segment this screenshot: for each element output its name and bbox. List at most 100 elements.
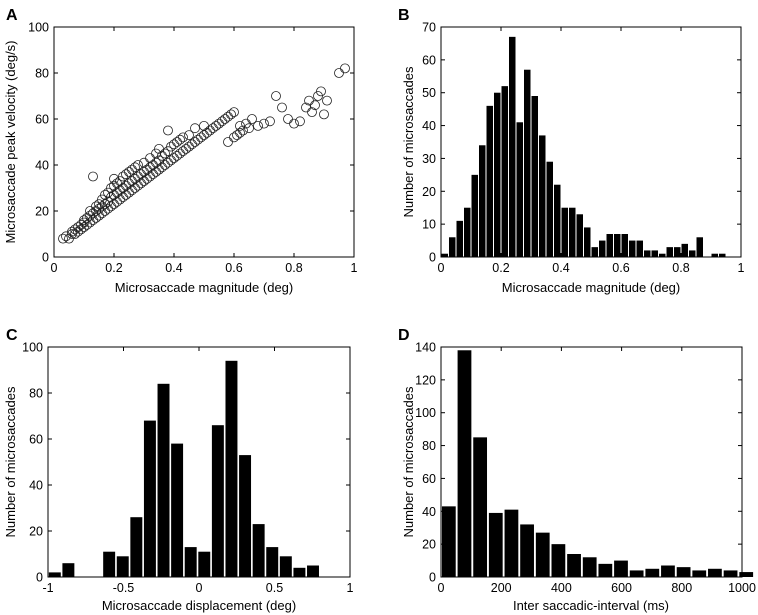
x-tick-label: -1 (42, 581, 53, 595)
x-tick-label: 0.2 (105, 261, 122, 275)
scatter-point (175, 148, 185, 159)
y-tick-label: 100 (415, 406, 436, 420)
y-tick-label: 0 (429, 571, 436, 585)
scatter-point (217, 116, 227, 127)
bar (143, 420, 156, 577)
scatter-point (88, 171, 98, 182)
panel-label-b: B (398, 7, 410, 24)
axes-frame-c (47, 346, 351, 578)
bar (456, 220, 463, 257)
scatter-point (175, 134, 185, 145)
bar (606, 234, 613, 257)
bar (567, 554, 581, 577)
scatter-point (163, 157, 173, 168)
panel-label-a: A (6, 7, 18, 24)
ylabel-d: Number of microsaccades (401, 386, 416, 537)
y-tick-label: 40 (35, 159, 49, 173)
bar (198, 551, 211, 577)
scatter-point (271, 91, 281, 101)
y-tick-label: 60 (422, 472, 436, 486)
bar (486, 105, 493, 257)
scatter-point (58, 233, 68, 244)
plot-marks-b (441, 36, 726, 258)
x-tick-label: 0.4 (552, 261, 569, 275)
scatter-point (283, 114, 293, 124)
scatter-point (208, 123, 218, 134)
bar (539, 135, 546, 257)
bar (614, 560, 628, 577)
panel-c: C -1 -0.5 0 0.5 1 0 20 40 60 80 100 Microsaccade d… (3, 327, 354, 613)
scatter-point (130, 162, 140, 173)
bar (509, 36, 516, 257)
bar (211, 425, 224, 577)
bar (279, 556, 292, 577)
y-tick-label: 40 (29, 479, 43, 493)
bar (520, 524, 534, 577)
x-tick-label: 1000 (728, 581, 756, 595)
scatter-point (166, 155, 176, 166)
x-tick-label: 1 (347, 581, 354, 595)
bar (531, 96, 538, 257)
scatter-point (133, 160, 143, 170)
x-tick-label: 800 (671, 581, 692, 595)
x-tick-label: 0.6 (225, 261, 242, 275)
bar (666, 247, 673, 257)
scatter-point (160, 160, 170, 170)
xlabel-c: Microsaccade displacement (deg) (102, 598, 296, 613)
bar (591, 247, 598, 257)
y-tick-label: 40 (422, 505, 436, 519)
bar (659, 253, 666, 257)
plot-marks-a (58, 63, 350, 244)
bar (676, 567, 691, 577)
scatter-point (184, 141, 194, 152)
bar (629, 570, 644, 577)
bar (551, 544, 566, 577)
bar (473, 437, 488, 577)
bar (307, 565, 319, 577)
scatter-point (160, 148, 170, 159)
x-tick-label: 0.6 (612, 261, 629, 275)
bar (103, 551, 116, 577)
bar (471, 174, 478, 257)
bar (599, 240, 606, 257)
axis-ticks-a: 0 0.2 0.4 0.6 0.8 1 0 20 40 60 80 100 (28, 21, 357, 276)
bar (116, 556, 129, 577)
x-tick-label: 200 (491, 581, 512, 595)
scatter-point (265, 116, 275, 127)
y-tick-label: 60 (29, 433, 43, 447)
scatter-point (199, 130, 209, 141)
axes-frame-a (53, 26, 355, 258)
x-tick-label: 600 (611, 581, 632, 595)
x-tick-label: 0.8 (672, 261, 689, 275)
scatter-point (319, 109, 329, 120)
bar (629, 240, 636, 257)
scatter-point (259, 118, 269, 129)
bar (598, 563, 613, 577)
scatter-point (307, 107, 317, 117)
x-tick-label: 0.2 (492, 261, 509, 275)
panel-label-d: D (398, 327, 410, 344)
scatter-point (187, 139, 197, 150)
scatter-point (235, 127, 245, 138)
y-tick-label: 70 (422, 21, 436, 35)
x-tick-label: 0.4 (165, 261, 182, 275)
scatter-point (181, 143, 191, 154)
scatter-point (295, 116, 305, 127)
axes-frame-b (440, 26, 742, 258)
y-tick-label: 0 (36, 571, 43, 585)
scatter-point (223, 137, 233, 147)
bar (488, 512, 503, 577)
y-tick-label: 0 (429, 251, 436, 265)
bar (130, 517, 143, 577)
scatter-point (334, 68, 344, 78)
bar (723, 570, 738, 577)
scatter-point (247, 114, 257, 124)
bar (504, 509, 519, 577)
ylabel-b: Number of microsaccades (401, 66, 416, 217)
scatter-point (289, 118, 299, 129)
bar (621, 234, 628, 257)
scatter-point (229, 132, 239, 143)
scatter-point (196, 132, 206, 143)
scatter-point (205, 125, 215, 136)
scatter-point (244, 123, 254, 134)
